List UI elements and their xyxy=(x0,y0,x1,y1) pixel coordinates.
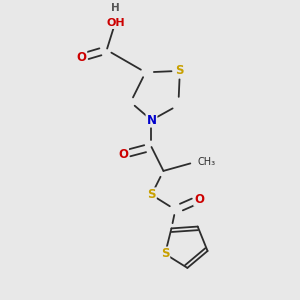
Text: S: S xyxy=(176,64,184,77)
Text: O: O xyxy=(194,193,204,206)
Text: OH: OH xyxy=(106,18,125,28)
Text: H: H xyxy=(111,3,120,13)
Text: O: O xyxy=(76,51,86,64)
Text: N: N xyxy=(146,114,157,127)
Text: CH₃: CH₃ xyxy=(198,157,216,167)
Text: O: O xyxy=(118,148,128,161)
Text: S: S xyxy=(161,248,169,260)
Text: S: S xyxy=(147,188,156,201)
